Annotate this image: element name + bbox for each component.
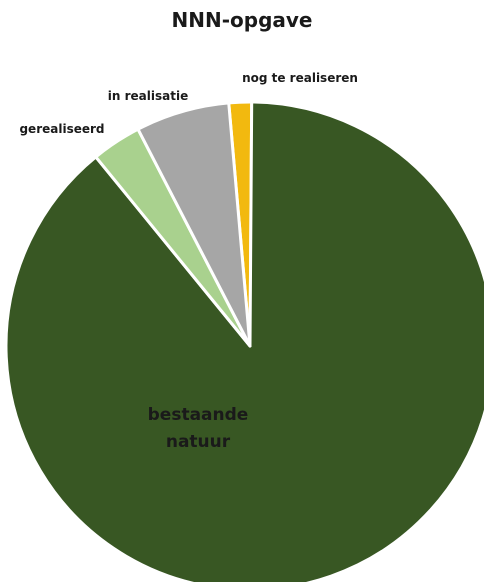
slice-label-in-realisatie: in realisatie <box>108 89 188 103</box>
chart-title: NNN-opgave <box>171 8 313 32</box>
pie-slice-in-realisatie <box>136 101 252 348</box>
slice-label-gerealiseerd: gerealiseerd <box>19 122 104 136</box>
slice-label-nog-te-realiseren: nog te realiseren <box>242 71 358 85</box>
slice-label-bestaande-natuur: bestaande natuur <box>148 405 249 452</box>
pie-slices <box>4 100 484 582</box>
pie-labels: nog te realiseren bestaande natuur gerealis… <box>19 71 357 452</box>
